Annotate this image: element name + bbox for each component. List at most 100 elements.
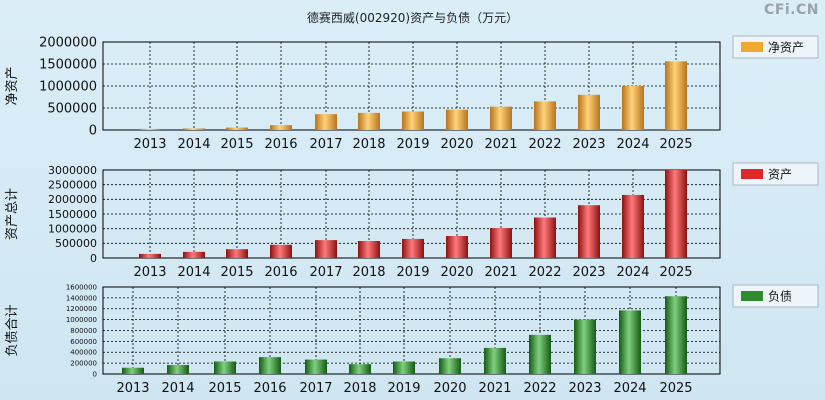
bar-2018 xyxy=(358,112,380,130)
legend-box xyxy=(732,35,819,59)
y-tick-label: 1600000 xyxy=(66,283,97,291)
y-tick-label: 1000000 xyxy=(39,80,97,95)
y-tick-label: 1000000 xyxy=(48,223,97,236)
y-tick-label: 1500000 xyxy=(48,208,97,221)
x-tick-label: 2014 xyxy=(161,381,194,396)
legend-box xyxy=(732,162,819,186)
x-tick-label: 2016 xyxy=(264,137,297,152)
x-tick-label: 2021 xyxy=(484,265,517,280)
x-tick-label: 2024 xyxy=(616,265,649,280)
x-tick-label: 2016 xyxy=(253,381,286,396)
x-tick-label: 2020 xyxy=(440,265,473,280)
brand-logo: CFi.CN xyxy=(764,2,819,18)
x-tick-label: 2023 xyxy=(572,137,605,152)
legend-swatch xyxy=(741,42,763,52)
x-tick-label: 2018 xyxy=(352,265,385,280)
x-tick-label: 2018 xyxy=(343,381,376,396)
y-tick-label: 0 xyxy=(89,124,97,139)
bar-2016 xyxy=(270,125,292,130)
y-tick-label: 0 xyxy=(90,252,97,265)
y-tick-label: 500000 xyxy=(55,237,97,250)
x-tick-label: 2019 xyxy=(387,381,420,396)
x-tick-label: 2019 xyxy=(396,137,429,152)
bar-2019 xyxy=(402,111,424,130)
bar-2014 xyxy=(183,251,205,258)
bar-2015 xyxy=(214,361,236,374)
bar-2018 xyxy=(358,240,380,258)
legend: 资产 xyxy=(732,162,819,186)
y-tick-label: 800000 xyxy=(70,327,97,335)
bar-2020 xyxy=(439,358,461,374)
y-tick-label: 3000000 xyxy=(48,164,97,177)
x-tick-label: 2025 xyxy=(659,381,692,396)
x-tick-label: 2022 xyxy=(528,265,561,280)
bar-2023 xyxy=(578,205,600,258)
y-tick-label: 2000000 xyxy=(48,193,97,206)
y-tick-label: 400000 xyxy=(70,349,97,357)
y-tick-label: 1500000 xyxy=(39,58,97,73)
bar-2014 xyxy=(183,128,205,130)
x-tick-label: 2021 xyxy=(478,381,511,396)
x-tick-label: 2022 xyxy=(528,137,561,152)
y-tick-label: 0 xyxy=(93,370,97,378)
bar-2021 xyxy=(484,347,506,374)
x-tick-label: 2025 xyxy=(659,137,692,152)
x-tick-label: 2017 xyxy=(309,265,342,280)
bar-2022 xyxy=(529,334,551,374)
bar-2023 xyxy=(578,94,600,130)
bar-2019 xyxy=(402,238,424,258)
bar-2017 xyxy=(315,240,337,258)
bar-2021 xyxy=(490,228,512,258)
legend-box xyxy=(732,284,819,308)
chart-title: 德赛西威(002920)资产与负债（万元） xyxy=(306,11,519,25)
y-tick-label: 1000000 xyxy=(66,316,97,324)
bar-2020 xyxy=(446,109,468,130)
x-tick-label: 2014 xyxy=(177,137,210,152)
y-tick-label: 500000 xyxy=(47,102,97,117)
y-axis-title: 净资产 xyxy=(5,66,20,105)
bar-2025 xyxy=(665,170,687,258)
bar-2015 xyxy=(226,249,248,258)
bar-2022 xyxy=(534,101,556,130)
bar-2022 xyxy=(534,217,556,258)
legend-swatch xyxy=(741,169,763,179)
bar-2014 xyxy=(167,365,189,374)
legend: 净资产 xyxy=(732,35,819,59)
x-tick-label: 2023 xyxy=(572,265,605,280)
x-tick-label: 2016 xyxy=(264,265,297,280)
bar-2020 xyxy=(446,236,468,258)
bar-2013 xyxy=(122,367,144,374)
x-tick-label: 2020 xyxy=(440,137,473,152)
y-axis-title: 负债合计 xyxy=(5,304,20,356)
y-tick-label: 2000000 xyxy=(39,36,97,51)
x-tick-label: 2023 xyxy=(568,381,601,396)
bar-2015 xyxy=(226,127,248,130)
bar-2025 xyxy=(665,61,687,130)
bar-2016 xyxy=(270,244,292,258)
bar-2019 xyxy=(393,361,415,374)
panel-1: 2000000 1500000 1000000 500000 0 2013 2014 2015… xyxy=(5,35,819,152)
bar-2025 xyxy=(665,296,687,374)
bar-2017 xyxy=(305,359,327,374)
x-tick-label: 2014 xyxy=(177,265,210,280)
y-tick-label: 1400000 xyxy=(66,294,97,302)
x-tick-label: 2022 xyxy=(523,381,556,396)
x-tick-label: 2024 xyxy=(616,137,649,152)
bar-2013 xyxy=(139,128,161,130)
panel-3: 1600000 1400000 1200000 1000000 800000 600000… xyxy=(5,283,819,396)
x-tick-label: 2013 xyxy=(116,381,149,396)
bar-2024 xyxy=(622,86,644,130)
bar-2016 xyxy=(259,357,281,374)
bar-2023 xyxy=(574,319,596,374)
x-tick-label: 2017 xyxy=(309,137,342,152)
x-tick-label: 2013 xyxy=(133,137,166,152)
x-tick-label: 2015 xyxy=(220,265,253,280)
legend: 负债 xyxy=(732,284,819,308)
legend-label: 净资产 xyxy=(768,41,804,55)
x-tick-label: 2020 xyxy=(433,381,466,396)
legend-label: 资产 xyxy=(768,168,792,182)
bar-2013 xyxy=(139,253,161,258)
